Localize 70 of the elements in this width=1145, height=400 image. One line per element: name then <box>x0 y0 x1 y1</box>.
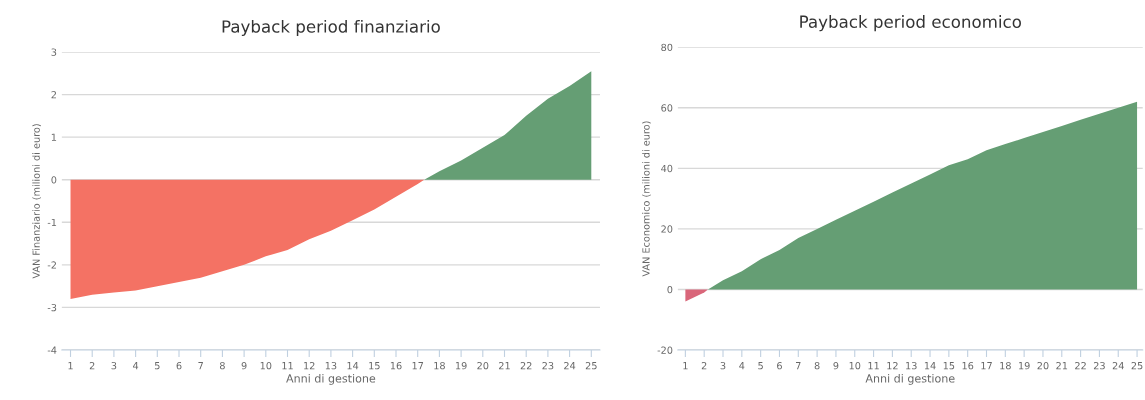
x-tick-label: 2 <box>89 361 95 370</box>
x-tick-label: 10 <box>260 361 272 370</box>
x-tick-label: 9 <box>241 361 247 370</box>
x-tick-label: 15 <box>369 362 380 370</box>
x-tick-label: 18 <box>434 361 445 370</box>
x-tick-label: 6 <box>176 361 182 370</box>
x-tick-label: 18 <box>1000 361 1011 370</box>
y-tick-label: -1 <box>47 218 57 226</box>
y-axis-title: VAN Finanziario (milioni di euro) <box>32 124 41 279</box>
x-tick-label: 12 <box>887 361 898 370</box>
x-tick-label: 25 <box>585 361 597 370</box>
x-axis-title: Anni di gestione <box>286 373 376 385</box>
y-tick-label: -20 <box>657 346 673 354</box>
x-tick-label: 17 <box>981 362 992 370</box>
y-tick-label: 40 <box>661 164 673 173</box>
y-tick-label: -3 <box>47 303 57 312</box>
x-tick-label: 6 <box>777 361 782 370</box>
y-tick-label: 80 <box>661 43 673 52</box>
x-tick-label: 21 <box>499 361 510 370</box>
x-tick-label: 4 <box>739 362 745 370</box>
x-tick-label: 14 <box>347 362 359 370</box>
y-tick-label: 20 <box>661 225 673 233</box>
x-tick-label: 14 <box>924 362 936 370</box>
x-tick-label: 8 <box>814 361 820 370</box>
chart-title: Payback period economico <box>800 15 1021 32</box>
x-tick-label: 16 <box>390 361 402 370</box>
x-tick-label: 23 <box>1093 361 1105 370</box>
x-tick-label: 9 <box>833 361 839 370</box>
x-tick-label: 16 <box>962 361 974 370</box>
y-tick-label: -2 <box>47 261 56 269</box>
y-tick-label: 60 <box>661 104 673 112</box>
x-tick-label: 3 <box>111 361 117 370</box>
x-tick-label: 25 <box>1131 361 1143 370</box>
x-tick-label: 11 <box>282 362 293 370</box>
x-tick-label: 11 <box>868 362 879 370</box>
x-tick-label: 12 <box>304 361 315 370</box>
x-tick-label: 5 <box>758 362 763 370</box>
x-tick-label: 8 <box>219 361 225 370</box>
y-tick-label: 2 <box>51 91 56 99</box>
y-tick-label: 0 <box>51 176 57 184</box>
y-tick-label: 3 <box>51 48 57 56</box>
x-tick-label: 17 <box>412 362 424 370</box>
x-tick-label: 21 <box>1056 361 1068 370</box>
x-tick-label: 22 <box>1075 361 1086 370</box>
x-tick-label: 13 <box>906 361 917 370</box>
x-tick-label: 20 <box>1037 361 1049 370</box>
x-tick-label: 1 <box>68 362 73 370</box>
x-tick-label: 19 <box>1019 361 1030 370</box>
x-tick-label: 7 <box>198 362 203 370</box>
y-tick-label: 0 <box>667 285 673 294</box>
x-tick-label: 15 <box>943 362 955 370</box>
chart-title: Payback period finanziario <box>222 19 440 37</box>
x-tick-label: 13 <box>325 361 337 370</box>
y-tick-label: -4 <box>47 346 57 354</box>
x-tick-label: 19 <box>455 361 467 370</box>
x-tick-label: 23 <box>542 361 554 370</box>
y-axis-title: VAN Economico (milioni di euro) <box>642 121 651 277</box>
x-tick-label: 24 <box>1112 361 1124 370</box>
x-tick-label: 4 <box>132 362 139 370</box>
x-tick-label: 10 <box>849 361 861 370</box>
x-tick-label: 24 <box>564 361 576 370</box>
x-axis-title: Anni di gestione <box>865 373 955 385</box>
x-tick-label: 7 <box>796 362 801 370</box>
x-tick-label: 5 <box>154 362 160 370</box>
x-tick-label: 22 <box>520 361 532 370</box>
x-tick-label: 2 <box>701 361 707 370</box>
y-tick-label: 1 <box>51 133 57 141</box>
x-tick-label: 3 <box>720 361 726 370</box>
x-tick-label: 20 <box>477 361 489 370</box>
x-tick-label: 1 <box>683 362 688 370</box>
